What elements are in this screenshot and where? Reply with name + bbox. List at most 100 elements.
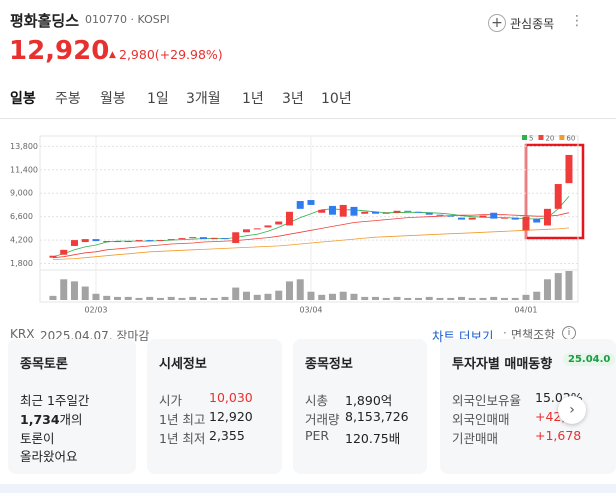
volume-bar — [232, 287, 240, 300]
source: KRX — [10, 327, 35, 341]
candle — [113, 241, 121, 243]
volume-bar — [393, 296, 401, 300]
row-value: +1,678 — [535, 428, 582, 443]
legend-label: 60 — [566, 135, 575, 143]
card-text: 토론이 — [20, 431, 55, 446]
volume-bar — [479, 297, 487, 300]
divider — [0, 118, 616, 119]
volume-bar — [414, 297, 422, 300]
candle — [328, 205, 336, 215]
tab[interactable]: 1일 — [147, 91, 169, 107]
tab[interactable]: 주봉 — [55, 91, 81, 107]
date-badge: 25.04.0 — [563, 353, 616, 366]
volume-bar — [425, 296, 433, 300]
candle — [543, 208, 551, 226]
legend-label: 20 — [545, 135, 554, 143]
candle — [296, 201, 304, 209]
y-tick-label: 4,200 — [10, 236, 33, 245]
more-menu[interactable]: ⋮ — [570, 13, 584, 29]
volume-bar — [135, 297, 143, 300]
candle — [167, 239, 175, 241]
price: 12,920 — [9, 36, 110, 66]
volume-bar — [210, 297, 218, 300]
volume-bar — [468, 297, 476, 300]
candle — [468, 217, 476, 220]
tab[interactable]: 월봉 — [100, 91, 126, 107]
row-label: 1년 최고 — [159, 412, 206, 427]
tab[interactable]: 3년 — [282, 91, 304, 107]
volume-bar — [436, 297, 444, 300]
tab[interactable]: 3개월 — [186, 91, 221, 107]
info-card[interactable]: 종목정보 시총 1,890억 거래량 8,153,726 PER 120.75배 — [293, 339, 427, 474]
candle — [199, 237, 207, 240]
volume-bar — [554, 273, 562, 300]
quote-card[interactable]: 시세정보 시가 10,030 1년 최고 12,920 1년 최저 2,355 — [147, 339, 282, 474]
candle — [565, 154, 573, 184]
count: 1,734 — [20, 412, 60, 427]
y-tick-label: 6,600 — [10, 212, 33, 221]
volume-bar — [253, 294, 261, 300]
x-tick-label: 04/01 — [514, 306, 537, 315]
add-icon[interactable]: + — [488, 14, 506, 32]
row-value: 120.75배 — [345, 431, 401, 446]
volume-bar — [318, 294, 326, 300]
candle — [350, 206, 358, 216]
y-tick-label: 13,800 — [10, 142, 38, 151]
candle — [382, 212, 390, 214]
next-button[interactable]: › — [558, 396, 586, 424]
volume-bar — [339, 291, 347, 300]
volume-bar — [92, 293, 100, 300]
volume-bar — [307, 291, 315, 300]
card-title: 시세정보 — [159, 357, 207, 372]
volume-bar — [511, 297, 519, 300]
investor-card[interactable]: 투자자별 매매동향 25.04.0 외국인보유율 15.02% 외국인매매 +42,0 기관… — [440, 339, 616, 474]
row-value: 12,920 — [209, 409, 253, 424]
card-title: 종목토론 — [20, 357, 68, 372]
tab[interactable]: 10년 — [321, 91, 352, 107]
volume-bar — [361, 296, 369, 300]
candle — [479, 215, 487, 218]
candle — [221, 238, 229, 240]
volume-bar — [543, 279, 551, 300]
price-change: 2,980(+29.98%) — [119, 47, 223, 62]
watch-button[interactable]: 관심종목 — [510, 17, 555, 31]
candle — [49, 255, 57, 258]
candle — [318, 209, 326, 213]
candle — [156, 240, 164, 242]
candle — [339, 204, 347, 217]
legend-swatch — [538, 135, 544, 140]
candle — [275, 221, 283, 225]
plot-frame — [39, 135, 579, 303]
volume-bar — [81, 286, 89, 300]
volume-bar — [167, 296, 175, 300]
info-icon[interactable]: i — [562, 326, 576, 340]
candle — [457, 217, 465, 220]
y-tick-label: 11,400 — [10, 165, 38, 174]
highlight-box — [524, 143, 585, 240]
volume-bar — [113, 296, 121, 300]
volume-bar — [49, 295, 57, 300]
volume-bar — [285, 281, 293, 300]
candle — [232, 232, 240, 244]
discussion-card[interactable]: 종목토론 최근 1주일간 1,734개의 토론이 올라왔어요 — [8, 339, 136, 474]
row-value: 2,355 — [209, 428, 245, 443]
row-label: 거래량 — [305, 412, 340, 427]
volume-bar — [178, 297, 186, 300]
card-title: 투자자별 매매동향 — [452, 357, 553, 372]
legend-label: 5 — [529, 135, 533, 143]
candle — [307, 200, 315, 205]
row-label: 1년 최저 — [159, 431, 206, 446]
disclaimer[interactable]: 면책조항 — [511, 328, 556, 342]
row-value: 1,890억 — [345, 393, 393, 408]
tab[interactable]: 일봉 — [10, 91, 36, 107]
tab[interactable]: 1년 — [242, 91, 264, 107]
card-text: 개의 — [59, 412, 83, 427]
candle — [178, 238, 186, 240]
volume-bar — [565, 271, 573, 300]
row-label: 기관매매 — [452, 431, 499, 446]
volume-bar — [275, 290, 283, 300]
volume-bar — [103, 295, 111, 300]
candle — [533, 218, 541, 223]
up-arrow: ▲ — [109, 50, 116, 60]
ma-line — [52, 212, 570, 259]
